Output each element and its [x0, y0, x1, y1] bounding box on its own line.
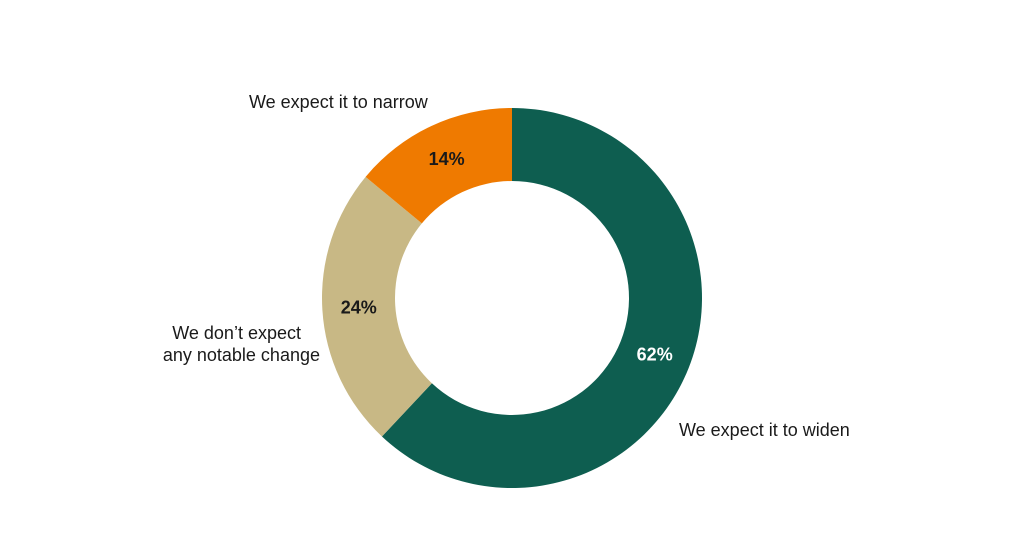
category-label-widen: We expect it to widen — [679, 420, 850, 440]
donut-slice-narrow — [365, 108, 512, 224]
slice-category-labels: We expect it to widen We don’t expect an… — [163, 92, 850, 440]
donut-slice-widen — [381, 108, 702, 489]
slice-value-label-widen: 62% — [637, 345, 673, 365]
donut-slices — [322, 108, 702, 489]
slice-value-label-no-change: 24% — [341, 298, 377, 318]
donut-slice-no-change — [322, 176, 432, 437]
category-label-no-change-line-1: We don’t expect — [172, 323, 301, 343]
slice-value-label-narrow: 14% — [429, 149, 465, 169]
category-label-narrow: We expect it to narrow — [249, 92, 429, 112]
category-label-no-change-line-2: any notable change — [163, 345, 320, 365]
category-label-no-change: We don’t expect any notable change — [163, 323, 320, 365]
slice-value-labels: 62% 24% 14% — [341, 149, 673, 364]
